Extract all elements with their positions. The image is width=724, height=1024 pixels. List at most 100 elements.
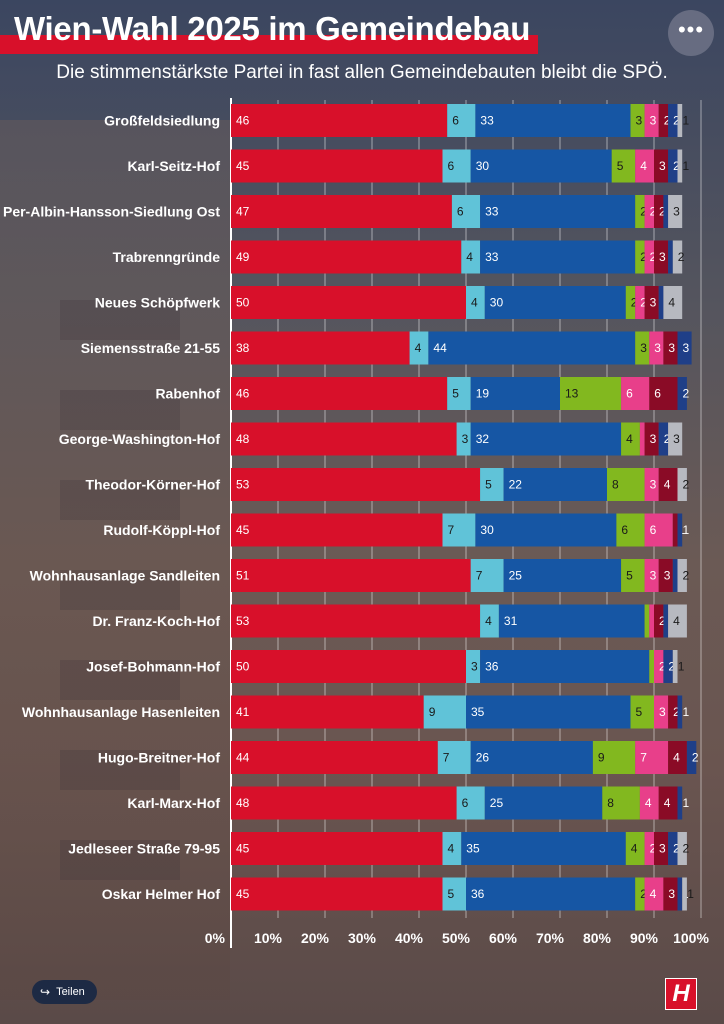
bar-segment: [621, 422, 640, 456]
bar-segment: [658, 786, 678, 820]
bar-value-label: 2: [650, 842, 657, 856]
bar-value-label: 48: [236, 796, 250, 810]
bar-segment: [639, 422, 645, 456]
bar-value-label: 3: [650, 432, 657, 446]
share-label: Teilen: [56, 986, 85, 998]
category-label: Dr. Franz-Koch-Hof: [92, 613, 220, 629]
bar-value-label: 5: [485, 478, 492, 492]
bar-segment: [437, 741, 471, 774]
bar-value-label: 4: [471, 296, 478, 310]
bar-value-label: 33: [480, 114, 494, 128]
bar-segment: [644, 104, 659, 137]
bar-segment: [644, 559, 659, 592]
bar-value-label: 2: [683, 569, 690, 583]
bar-segment: [231, 195, 452, 228]
bar-segment: [668, 741, 687, 774]
bar-value-label: 1: [678, 660, 685, 674]
x-tick-label: 30%: [348, 930, 377, 946]
share-button[interactable]: ↪ Teilen: [32, 980, 97, 1004]
bar-value-label: 8: [607, 796, 614, 810]
bar-value-label: 35: [471, 705, 485, 719]
bar-segment: [644, 877, 664, 911]
category-label: Großfeldsiedlung: [104, 113, 220, 129]
bar-segment: [635, 240, 645, 274]
bar-value-label: 3: [668, 887, 675, 901]
bar-value-label: 2: [631, 296, 638, 310]
bar-segment: [231, 149, 443, 183]
bar-value-label: 5: [617, 159, 624, 173]
bar-value-label: 41: [236, 705, 250, 719]
bar-value-label: 6: [626, 387, 633, 401]
bar-value-label: 33: [485, 250, 499, 264]
bar-value-label: 2: [683, 387, 690, 401]
bar-segment: [484, 786, 603, 820]
bar-segment: [654, 195, 664, 228]
stacked-bar-chart: Großfeldsiedlung 46 6 33 3 3 2 2 1Karl-Seitz-Hof…: [30, 104, 697, 946]
bar-segment: [644, 604, 650, 638]
brand-logo: H: [665, 978, 697, 1010]
title-block: Wien-Wahl 2025 im Gemeindebau: [0, 6, 539, 54]
bar-value-label: 3: [673, 205, 680, 219]
bar-segment: [625, 832, 645, 865]
bar-segment: [630, 104, 645, 137]
bar-segment: [635, 195, 645, 228]
bar-segment: [663, 195, 669, 228]
bar-segment: [672, 559, 678, 592]
bar-value-label: 2: [659, 614, 666, 628]
bar-segment: [686, 741, 697, 774]
bar-value-label: 4: [673, 751, 680, 765]
bar-value-label: 50: [236, 296, 250, 310]
bar-segment: [668, 240, 673, 274]
bar-segment: [649, 377, 678, 410]
bar-value-label: 1: [683, 796, 690, 810]
bar-segment: [663, 604, 669, 638]
category-label: Hugo-Breitner-Hof: [98, 750, 220, 766]
bar-segment: [677, 331, 692, 365]
bar-segment: [668, 695, 678, 729]
bar-segment: [480, 468, 504, 501]
bar-value-label: 2: [673, 159, 680, 173]
bar-segment: [466, 286, 485, 319]
bar-segment: [644, 240, 654, 274]
bar-value-label: 6: [452, 114, 459, 128]
bar-segment: [644, 195, 654, 228]
bar-segment: [231, 286, 466, 319]
category-label: Neues Schöpfwerk: [95, 295, 220, 311]
bar-value-label: 2: [659, 660, 666, 674]
bar-segment: [470, 149, 612, 183]
bar-value-label: 6: [654, 387, 661, 401]
bar-segment: [456, 786, 485, 820]
bar-segment: [663, 331, 678, 365]
bar-value-label: 30: [476, 159, 490, 173]
bar-value-label: 2: [664, 114, 671, 128]
bar-segment: [644, 286, 659, 319]
bar-segment: [231, 877, 443, 911]
bar-segment: [231, 331, 410, 365]
bar-value-label: 44: [236, 751, 250, 765]
bar-value-label: 2: [668, 660, 675, 674]
bar-value-label: 2: [673, 114, 680, 128]
bar-value-label: 49: [236, 250, 250, 264]
category-label: Wohnhausanlage Sandleiten: [30, 568, 220, 584]
category-label: Oskar Helmer Hof: [102, 886, 221, 902]
bar-segment: [475, 513, 617, 547]
bar-segment: [470, 422, 622, 456]
bar-segment: [644, 468, 659, 501]
bar-value-label: 5: [448, 887, 455, 901]
bar-segment: [644, 832, 654, 865]
category-label: Rudolf-Köppl-Hof: [103, 522, 220, 538]
bar-value-label: 4: [664, 796, 671, 810]
bar-value-label: 3: [471, 660, 478, 674]
bar-segment: [658, 104, 669, 137]
bar-segment: [635, 741, 669, 774]
bar-segment: [658, 286, 664, 319]
bar-value-label: 3: [654, 341, 661, 355]
bar-value-label: 4: [448, 842, 455, 856]
bar-value-label: 35: [466, 842, 480, 856]
bar-value-label: 3: [659, 842, 666, 856]
bar-segment: [484, 286, 626, 319]
bar-segment: [663, 286, 683, 319]
more-menu-button[interactable]: •••: [668, 10, 714, 56]
bar-value-label: 1: [687, 887, 694, 901]
page-title: Wien-Wahl 2025 im Gemeindebau: [0, 6, 539, 54]
